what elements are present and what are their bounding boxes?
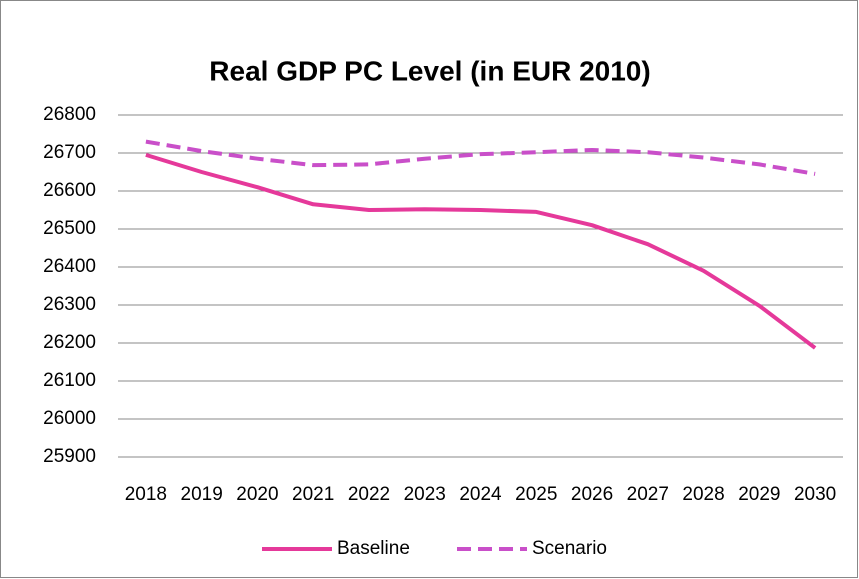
legend-label: Scenario xyxy=(532,538,607,559)
x-tick-label: 2030 xyxy=(794,484,836,505)
legend-label: Baseline xyxy=(337,538,410,559)
y-tick-label: 26400 xyxy=(43,256,96,277)
x-tick-label: 2026 xyxy=(571,484,613,505)
x-tick-label: 2021 xyxy=(292,484,334,505)
x-tick-label: 2029 xyxy=(738,484,780,505)
y-tick-label: 26500 xyxy=(43,218,96,239)
x-tick-label: 2018 xyxy=(125,484,167,505)
x-tick-label: 2020 xyxy=(236,484,278,505)
x-tick-label: 2019 xyxy=(181,484,223,505)
y-tick-label: 26700 xyxy=(43,142,96,163)
y-tick-label: 26100 xyxy=(43,370,96,391)
x-tick-label: 2023 xyxy=(404,484,446,505)
y-tick-label: 26600 xyxy=(43,180,96,201)
x-tick-label: 2024 xyxy=(459,484,502,505)
y-tick-label: 26000 xyxy=(43,408,96,429)
series-line xyxy=(145,139,816,176)
chart-title: Real GDP PC Level (in EUR 2010) xyxy=(209,55,650,86)
y-tick-label: 26800 xyxy=(43,104,96,125)
y-tick-label: 26200 xyxy=(43,332,96,353)
x-tick-label: 2022 xyxy=(348,484,390,505)
series-line xyxy=(145,152,817,350)
x-tick-label: 2027 xyxy=(627,484,669,505)
x-tick-label: 2025 xyxy=(515,484,557,505)
y-tick-label: 26300 xyxy=(43,294,96,315)
y-tick-label: 25900 xyxy=(43,446,96,467)
x-tick-label: 2028 xyxy=(682,484,724,505)
